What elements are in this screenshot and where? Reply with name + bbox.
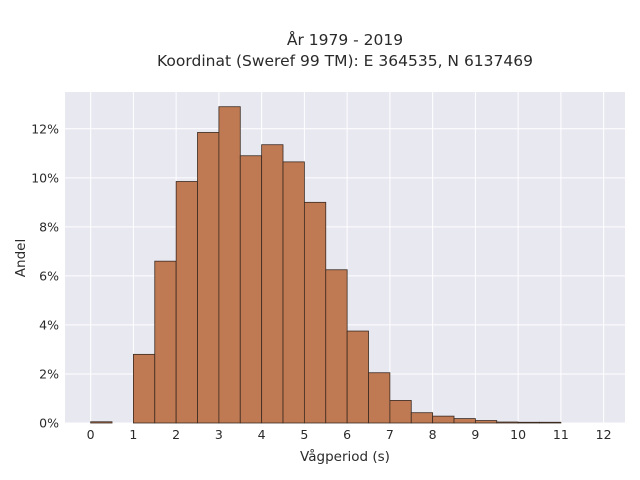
histogram-bar	[218, 106, 241, 424]
x-axis-label: Vågperiod (s)	[300, 448, 390, 465]
histogram-bar	[517, 421, 540, 424]
x-tick-label: 8	[429, 427, 437, 442]
y-axis-ticks: 0% 2% 4% 6% 8% 10% 12%	[31, 121, 59, 430]
x-tick-label: 0	[87, 427, 95, 442]
y-tick-label: 6%	[39, 268, 59, 283]
x-tick-label: 3	[215, 427, 223, 442]
histogram-bar	[239, 155, 263, 424]
bars	[90, 106, 562, 424]
histogram-bar	[197, 132, 220, 424]
x-tick-label: 6	[343, 427, 351, 442]
y-axis-label: Andel	[13, 239, 29, 277]
x-tick-label: 2	[172, 427, 180, 442]
x-axis-ticks: 0 1 2 3 4 5 6 7 8 9 10 11 12	[87, 427, 612, 442]
histogram-bar	[432, 415, 455, 424]
histogram-bar	[154, 260, 177, 424]
histogram-bar	[346, 330, 369, 424]
histogram-bar	[282, 161, 305, 424]
x-tick-label: 1	[129, 427, 137, 442]
histogram-bar	[132, 353, 156, 424]
histogram-bar	[90, 421, 113, 424]
x-tick-label: 5	[300, 427, 308, 442]
y-tick-label: 12%	[31, 121, 59, 136]
histogram-bar	[453, 418, 476, 424]
x-tick-label: 12	[596, 427, 612, 442]
histogram-bar	[175, 181, 198, 424]
histogram-bar	[474, 420, 498, 424]
histogram-bar	[325, 269, 348, 424]
histogram-bar	[410, 412, 434, 424]
histogram-bar	[261, 144, 284, 424]
x-tick-label: 9	[471, 427, 479, 442]
histogram-bar	[368, 372, 391, 424]
y-tick-label: 10%	[31, 170, 59, 185]
x-tick-label: 10	[510, 427, 526, 442]
histogram-bar	[539, 421, 562, 424]
histogram-bar	[496, 421, 519, 424]
chart-subtitle: Koordinat (Sweref 99 TM): E 364535, N 61…	[157, 52, 533, 70]
chart-title: År 1979 - 2019	[287, 30, 403, 49]
y-tick-label: 2%	[39, 366, 59, 381]
histogram-bar	[389, 400, 412, 424]
y-tick-label: 4%	[39, 317, 59, 332]
y-tick-label: 8%	[39, 219, 59, 234]
histogram-bar	[303, 201, 327, 424]
y-tick-label: 0%	[39, 416, 59, 431]
x-tick-label: 11	[553, 427, 569, 442]
x-tick-label: 4	[258, 427, 266, 442]
x-tick-label: 7	[386, 427, 394, 442]
